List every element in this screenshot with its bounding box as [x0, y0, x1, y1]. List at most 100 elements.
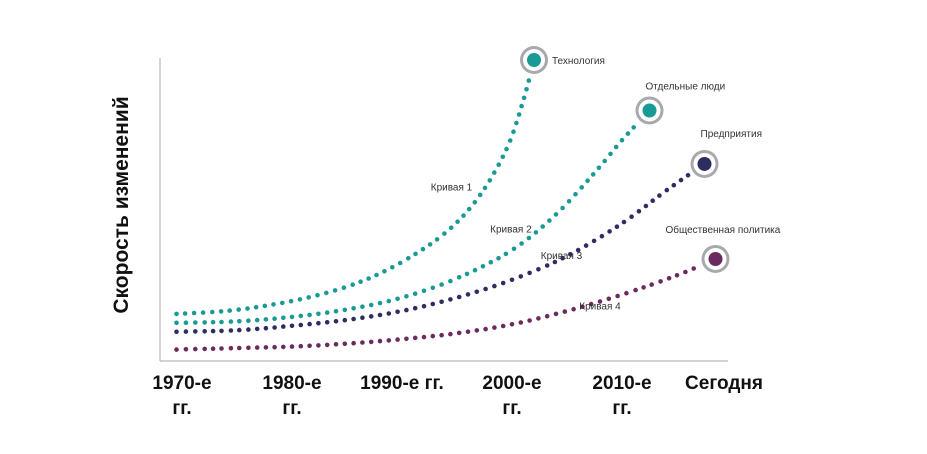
- curve-dot: [678, 177, 684, 183]
- curve-dot: [228, 328, 234, 333]
- curve-dot: [413, 251, 418, 257]
- curve-dot: [332, 288, 338, 293]
- curve-dot: [218, 309, 224, 314]
- series-1-end-marker: [520, 46, 548, 74]
- x-tick-line: гг.: [612, 398, 631, 419]
- curve-dot: [544, 313, 550, 319]
- curve-dot: [657, 193, 662, 198]
- curve-dot: [386, 298, 392, 304]
- curve-dot: [324, 290, 329, 296]
- curve-dot: [174, 311, 179, 317]
- curve-dot: [404, 307, 409, 313]
- curve-dot: [210, 319, 216, 325]
- curve-dot: [397, 260, 403, 266]
- curve-dot: [575, 247, 581, 253]
- curve-dot: [298, 313, 304, 319]
- curve-dot: [360, 315, 365, 321]
- curve-dot: [464, 271, 470, 277]
- curve-dot: [245, 306, 250, 311]
- curve-dot: [636, 209, 642, 214]
- curve-dot: [507, 138, 513, 143]
- curve-label: Кривая 1: [431, 183, 473, 194]
- curve-dot: [183, 320, 189, 326]
- curve-dot: [608, 151, 613, 157]
- curve-dot: [368, 339, 374, 345]
- curve-dot: [395, 296, 400, 302]
- curve-dot: [527, 270, 532, 276]
- curve-dot: [487, 178, 493, 183]
- curve-dot: [368, 302, 374, 308]
- curve-dot: [474, 328, 480, 333]
- curve-dot: [390, 265, 395, 270]
- curve-dot: [351, 306, 356, 311]
- curve-dot: [524, 87, 529, 92]
- curve-dot: [509, 277, 515, 283]
- curve-dot: [386, 338, 392, 343]
- curve-dot: [351, 316, 356, 322]
- curve-dot: [540, 224, 545, 229]
- marker-dot: [708, 251, 723, 266]
- curve-dot: [625, 131, 631, 136]
- curve-dot: [483, 286, 488, 292]
- curve-dot: [271, 302, 276, 307]
- x-tick-line: Сегодня: [685, 373, 763, 394]
- curve-dot: [516, 112, 522, 117]
- curve-dot: [324, 320, 330, 325]
- curve-dot: [544, 263, 550, 268]
- curve-dot: [360, 340, 365, 345]
- curve-dot: [480, 264, 486, 269]
- curve-dot: [580, 304, 585, 310]
- curve-dot: [448, 278, 453, 284]
- curve-dot: [341, 285, 347, 291]
- curve-dot: [514, 120, 519, 126]
- curve-dot: [219, 319, 224, 325]
- labels: Технология Кривая 1 Отдельные люди Кривая 2…: [431, 56, 781, 312]
- curve-dot: [439, 332, 444, 338]
- curve-dot: [315, 292, 320, 298]
- curve-dot: [650, 198, 655, 203]
- curve-dot: [685, 173, 691, 178]
- curve-dot: [368, 314, 374, 319]
- curve-dot: [503, 251, 509, 257]
- curve-dot: [666, 276, 672, 281]
- curve-dot: [281, 324, 286, 329]
- curve-dot: [504, 146, 509, 152]
- curve-dot: [633, 287, 638, 293]
- curve-dot: [280, 300, 285, 306]
- curve-dot: [526, 78, 532, 83]
- curve-dot: [474, 289, 480, 295]
- curve-dot: [183, 347, 189, 352]
- curve-dot: [465, 329, 471, 335]
- curve-dot: [465, 292, 471, 297]
- curve-dot: [588, 301, 594, 307]
- x-tick-label: 2000-е гг.: [482, 373, 541, 419]
- curve-dot: [430, 285, 436, 291]
- x-tick-line: гг.: [172, 398, 191, 419]
- curve-dot: [406, 255, 411, 261]
- curve-dot: [560, 255, 565, 261]
- curve-dot: [404, 294, 409, 299]
- x-tick-line: 2010-е: [592, 373, 651, 394]
- markers: [520, 46, 730, 273]
- curve-dot: [182, 311, 188, 316]
- curve-dot: [200, 310, 206, 315]
- curve-dot: [456, 294, 462, 300]
- curve-dot: [674, 273, 680, 278]
- curve-dot: [377, 338, 383, 344]
- curve-dot: [289, 314, 295, 320]
- curve-dot: [629, 214, 634, 219]
- curve-dot: [511, 129, 516, 134]
- curve-dot: [683, 269, 688, 275]
- curve-dot: [374, 272, 379, 278]
- curve-dot: [597, 299, 603, 304]
- curve-dot: [386, 311, 392, 316]
- curve-dot: [533, 230, 539, 235]
- curve-dot: [583, 243, 589, 248]
- curve-dot: [615, 293, 620, 299]
- curve-dot: [442, 231, 447, 236]
- series-2-end-marker: [635, 96, 664, 125]
- curve-dot: [536, 316, 541, 321]
- curve-dot: [492, 325, 497, 330]
- curve-dot: [202, 346, 207, 352]
- curve-dot: [307, 321, 312, 327]
